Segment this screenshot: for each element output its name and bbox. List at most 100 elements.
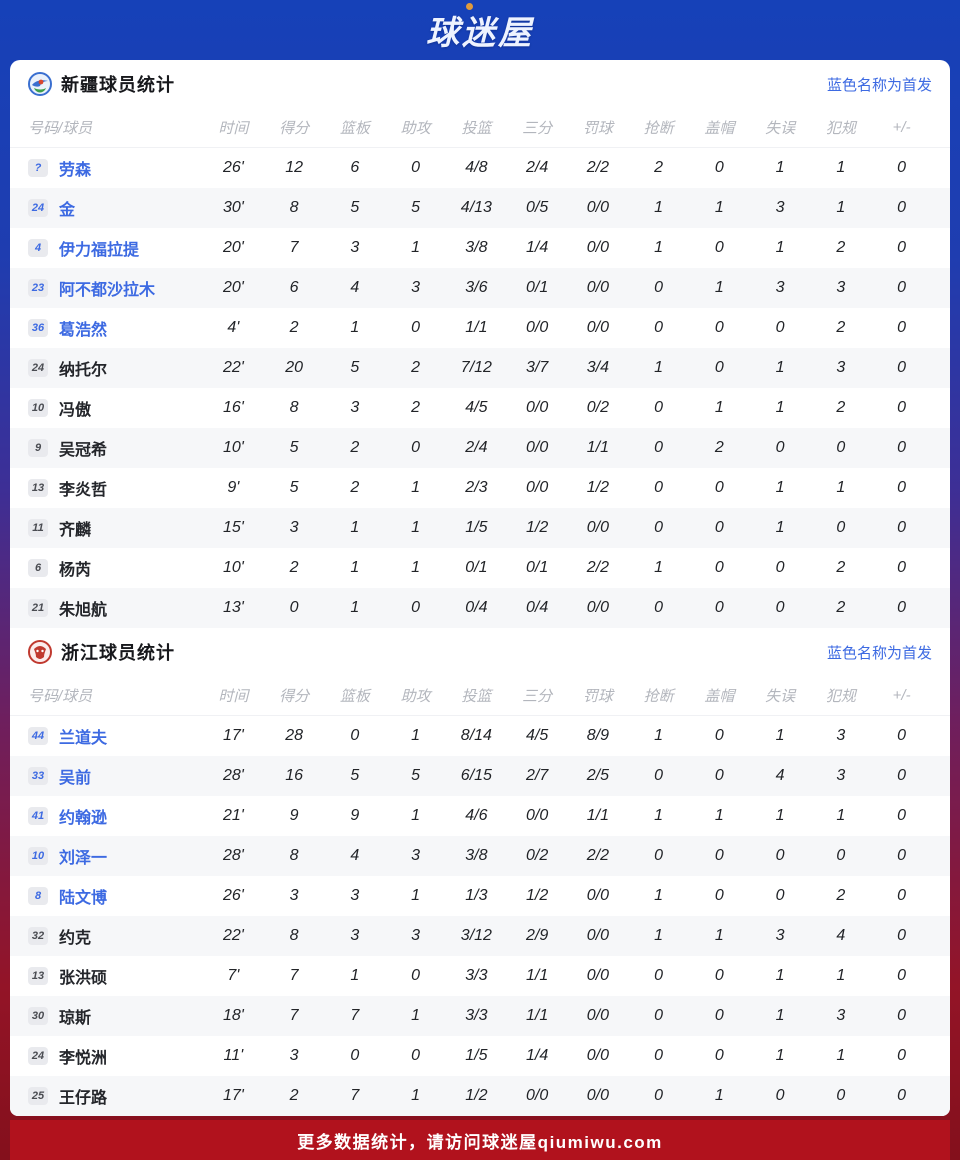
stat-cell: 2: [836, 319, 846, 336]
stat-cell: 0: [897, 399, 907, 416]
stat-cell: 2: [714, 439, 724, 456]
player-name[interactable]: 劳森: [59, 162, 92, 179]
column-header: 罚球: [582, 120, 613, 137]
stat-cell: 0: [714, 319, 724, 336]
player-name[interactable]: 葛浩然: [59, 322, 108, 339]
stat-cell: 5: [411, 199, 421, 216]
column-header: 号码/球员: [28, 688, 93, 705]
stat-cell: 3/8: [465, 239, 488, 256]
stat-cell: 2/2: [586, 559, 609, 576]
player-name[interactable]: 李悦洲: [59, 1050, 108, 1067]
stat-cell: 0: [411, 599, 421, 616]
player-name[interactable]: 朱旭航: [59, 602, 108, 619]
stat-cell: 7: [289, 1007, 299, 1024]
jersey-number-badge: 10: [28, 847, 48, 865]
logo-accent-dot: [466, 3, 473, 10]
footer-site-link[interactable]: 更多数据统计，请访问球迷屋qiumiwu.com: [297, 1132, 663, 1152]
player-name[interactable]: 伊力福拉提: [59, 242, 140, 259]
column-header: 犯规: [825, 688, 856, 705]
player-name[interactable]: 刘泽一: [59, 850, 108, 867]
stat-cell: 3/8: [465, 847, 488, 864]
player-name[interactable]: 王仔路: [59, 1090, 108, 1107]
starters-legend: 蓝色名称为首发: [826, 76, 932, 94]
player-name[interactable]: 张洪硕: [59, 970, 108, 987]
player-name[interactable]: 杨芮: [59, 562, 92, 579]
column-header: 盖帽: [704, 688, 735, 705]
stat-cell: 2: [836, 559, 846, 576]
stat-cell: 4: [775, 767, 785, 784]
player-name[interactable]: 金: [59, 202, 76, 219]
player-name[interactable]: 约翰逊: [59, 810, 108, 827]
player-name[interactable]: 约克: [59, 930, 92, 947]
jersey-number-badge: 8: [28, 887, 48, 905]
stat-cell: 2/9: [526, 927, 549, 944]
player-name[interactable]: 吴前: [59, 770, 92, 787]
player-cell: 24 李悦洲: [28, 1044, 203, 1068]
stat-cell: 5: [350, 199, 360, 216]
stat-cell: 4/13: [460, 199, 492, 216]
player-cell: 13 李炎哲: [28, 476, 203, 500]
player-name[interactable]: 齐麟: [59, 522, 92, 539]
stat-cell: 1: [836, 199, 846, 216]
stat-cell: 9: [350, 807, 360, 824]
stat-cell: 1: [714, 1087, 724, 1104]
player-name[interactable]: 纳托尔: [59, 362, 108, 379]
player-name[interactable]: 吴冠希: [59, 442, 108, 459]
stat-cell: 0/0: [586, 239, 609, 256]
player-name[interactable]: 冯傲: [59, 402, 92, 419]
player-cell: 44 兰道夫: [28, 724, 203, 748]
player-cell: 36 葛浩然: [28, 316, 203, 340]
stat-cell: 3: [350, 399, 360, 416]
stat-cell: 1/1: [586, 439, 609, 456]
stat-cell: 2: [350, 439, 360, 456]
player-name[interactable]: 陆文博: [59, 890, 108, 907]
stat-cell: 3/6: [465, 279, 488, 296]
column-header: 助攻: [400, 120, 431, 137]
player-name[interactable]: 阿不都沙拉木: [59, 282, 156, 299]
stat-cell: 1: [654, 199, 664, 216]
stat-cell: 0/4: [465, 599, 488, 616]
column-header: 得分: [279, 120, 310, 137]
player-name[interactable]: 李炎哲: [59, 482, 108, 499]
jersey-number-badge: 24: [28, 1047, 48, 1065]
stat-cell: 0: [897, 439, 907, 456]
footer-bar: 更多数据统计，请访问球迷屋qiumiwu.com: [10, 1120, 950, 1160]
stat-cell: 2: [836, 887, 846, 904]
stat-cell: 1: [411, 1087, 421, 1104]
stat-cell: 1: [411, 1007, 421, 1024]
player-cell: ? 劳森: [28, 156, 203, 180]
stat-cell: 0: [897, 927, 907, 944]
stat-cell: 3: [775, 199, 785, 216]
stat-cell: 2: [289, 1087, 299, 1104]
stat-cell: 0/1: [465, 559, 488, 576]
stat-cell: 1: [411, 559, 421, 576]
qiumiwu-logo[interactable]: 球迷屋: [426, 14, 534, 51]
stat-cell: 0: [654, 319, 664, 336]
stat-cell: 26': [222, 887, 244, 904]
player-cell: 10 刘泽一: [28, 844, 203, 868]
column-header: 三分: [522, 120, 553, 137]
stat-cell: 0: [775, 1087, 785, 1104]
stat-cell: 0: [836, 439, 846, 456]
stat-cell: 0/2: [526, 847, 549, 864]
stat-cell: 1: [714, 807, 724, 824]
player-name[interactable]: 琼斯: [59, 1010, 92, 1027]
player-cell: 21 朱旭航: [28, 596, 203, 620]
stat-cell: 3/4: [586, 359, 609, 376]
stat-cell: 2: [836, 399, 846, 416]
stat-cell: 1: [411, 807, 421, 824]
player-cell: 30 琼斯: [28, 1004, 203, 1028]
stat-cell: 4: [836, 927, 846, 944]
player-name[interactable]: 兰道夫: [59, 730, 108, 747]
stat-cell: 0: [654, 1007, 664, 1024]
stat-cell: 9: [289, 807, 299, 824]
jersey-number-badge: 25: [28, 1087, 48, 1105]
stat-cell: 0/0: [526, 807, 549, 824]
stat-cell: 3: [775, 927, 785, 944]
table-row: 25 王仔路 17' 2 7 1 1/2 0/0 0/0 0 1 0 0 0: [10, 1076, 950, 1116]
stat-cell: 0/0: [526, 479, 549, 496]
column-header: +/-: [892, 119, 911, 136]
stat-cell: 1/2: [586, 479, 609, 496]
stat-cell: 0: [775, 439, 785, 456]
stat-cell: 1: [411, 887, 421, 904]
